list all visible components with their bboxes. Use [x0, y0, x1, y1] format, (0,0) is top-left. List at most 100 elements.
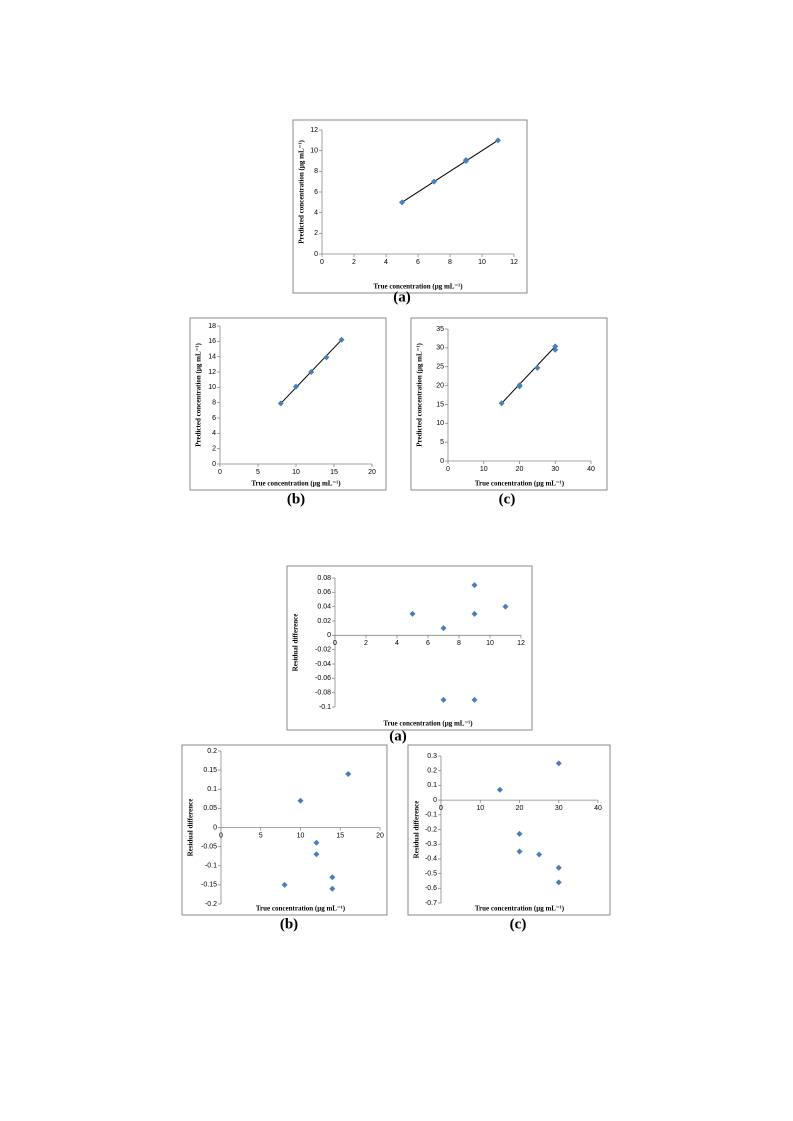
data-point — [440, 625, 447, 632]
x-tick-label: 20 — [368, 469, 376, 476]
y-tick-label: 8 — [212, 400, 216, 407]
y-tick-label: 0.02 — [317, 618, 331, 625]
y-tick-label: 0.04 — [317, 604, 331, 611]
data-point — [399, 199, 405, 206]
data-point — [534, 364, 541, 371]
data-point — [552, 346, 559, 353]
y-tick-label: 30 — [436, 345, 444, 352]
caption: (c) — [510, 916, 527, 932]
x-tick-label: 10 — [478, 259, 486, 266]
y-tick-label: -0.15 — [201, 882, 217, 889]
x-axis-label: True concentration (µg mL⁻¹) — [373, 283, 463, 291]
y-tick-label: 5 — [440, 439, 444, 446]
data-point — [345, 770, 352, 777]
x-tick-label: 40 — [587, 466, 595, 473]
data-point — [516, 830, 523, 837]
x-axis-label: True concentration (µg mL⁻¹) — [475, 905, 565, 913]
y-tick-label: -0.08 — [315, 690, 331, 697]
y-axis-label: Predicted concentration (µg mL⁻¹) — [298, 140, 306, 244]
y-tick-label: -0.3 — [425, 841, 437, 848]
caption: (b) — [287, 491, 305, 507]
data-point — [313, 851, 320, 858]
y-axis-label: Predicted concentration (µg mL⁻¹) — [416, 343, 424, 447]
y-axis-label: Predicted concentration (µg mL⁻¹) — [195, 343, 203, 447]
x-axis-label: True concentration (µg mL⁻¹) — [251, 480, 341, 488]
x-tick-label: 10 — [486, 640, 494, 647]
y-tick-label: 0.3 — [427, 753, 437, 760]
y-tick-label: 35 — [436, 326, 444, 333]
y-tick-label: 0 — [327, 632, 331, 639]
y-tick-label: 0 — [440, 458, 444, 465]
x-tick-label: 2 — [364, 640, 368, 647]
y-tick-label: 4 — [314, 210, 318, 217]
x-tick-label: 0 — [439, 805, 443, 812]
data-point — [555, 864, 562, 871]
y-tick-label: 0.1 — [427, 782, 437, 789]
y-tick-label: 25 — [436, 364, 444, 371]
x-tick-label: 20 — [516, 805, 524, 812]
y-tick-label: -0.6 — [425, 885, 437, 892]
x-tick-label: 8 — [448, 259, 452, 266]
x-tick-label: 30 — [551, 466, 559, 473]
y-tick-label: -0.7 — [425, 900, 437, 907]
y-tick-label: 0 — [213, 824, 217, 831]
data-point — [498, 400, 505, 407]
caption: (b) — [280, 916, 298, 932]
y-tick-label: 10 — [310, 148, 318, 155]
x-axis-label: True concentration (µg mL⁻¹) — [383, 720, 473, 728]
y-tick-label: 18 — [208, 323, 216, 330]
data-point — [323, 354, 330, 361]
x-tick-label: 6 — [426, 640, 430, 647]
y-axis-label: Residual difference — [187, 799, 195, 857]
y-tick-label: 4 — [212, 430, 216, 437]
y-tick-label: 10 — [436, 420, 444, 427]
data-point — [409, 610, 416, 617]
y-tick-label: 20 — [436, 382, 444, 389]
x-tick-label: 12 — [517, 640, 525, 647]
x-tick-label: 4 — [395, 640, 399, 647]
y-tick-label: -0.1 — [425, 812, 437, 819]
data-point — [471, 582, 478, 589]
x-tick-label: 6 — [416, 259, 420, 266]
y-tick-label: -0.2 — [425, 826, 437, 833]
x-tick-label: 20 — [516, 466, 524, 473]
y-tick-label: 2 — [212, 446, 216, 453]
y-tick-label: -0.05 — [201, 843, 217, 850]
y-tick-label: 8 — [314, 168, 318, 175]
y-tick-label: -0.06 — [315, 675, 331, 682]
x-tick-label: 0 — [333, 640, 337, 647]
y-tick-label: 0.2 — [207, 748, 217, 755]
y-tick-label: -0.5 — [425, 870, 437, 877]
x-tick-label: 0 — [446, 466, 450, 473]
y-tick-label: -0.4 — [425, 856, 437, 863]
y-tick-label: -0.04 — [315, 661, 331, 668]
chart-frame — [407, 744, 611, 916]
caption: (a) — [393, 289, 411, 305]
x-axis-label: True concentration (µg mL⁻¹) — [256, 905, 346, 913]
x-tick-label: 30 — [555, 805, 563, 812]
trendline — [501, 346, 556, 404]
chart-frame — [292, 119, 528, 294]
y-axis-label: Residual difference — [413, 801, 421, 859]
caption: (c) — [499, 491, 516, 507]
caption: (a) — [389, 728, 407, 744]
x-axis-label: True concentration (µg mL⁻¹) — [475, 480, 565, 488]
data-point — [555, 879, 562, 886]
x-tick-label: 0 — [218, 469, 222, 476]
x-tick-label: 40 — [594, 805, 602, 812]
x-tick-label: 10 — [292, 469, 300, 476]
y-tick-label: -0.2 — [205, 901, 217, 908]
x-tick-label: 0 — [219, 832, 223, 839]
y-tick-label: 0.05 — [203, 805, 217, 812]
y-tick-label: 0 — [212, 461, 216, 468]
chart-frame — [189, 317, 387, 491]
y-tick-label: 16 — [208, 338, 216, 345]
data-point — [308, 369, 315, 375]
data-point — [297, 797, 304, 804]
data-point — [502, 603, 509, 610]
data-point — [277, 400, 284, 407]
data-point — [552, 343, 559, 350]
x-tick-label: 5 — [259, 832, 263, 839]
y-tick-label: 14 — [208, 354, 216, 361]
